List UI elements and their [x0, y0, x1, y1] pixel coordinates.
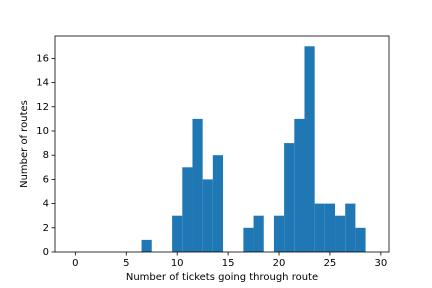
bar: [202, 179, 213, 252]
y-tick-label: 4: [43, 199, 49, 210]
y-tick-label: 8: [43, 150, 49, 161]
bar: [304, 46, 315, 253]
x-tick-label: 25: [324, 258, 337, 269]
y-tick-label: 10: [36, 126, 49, 137]
bar: [284, 143, 295, 252]
bar: [253, 215, 264, 252]
bar: [355, 227, 366, 252]
x-tick-label: 5: [123, 258, 129, 269]
bar: [182, 167, 193, 252]
bar: [243, 227, 254, 252]
bar: [345, 203, 356, 252]
y-tick-label: 14: [36, 78, 49, 89]
x-axis-label: Number of tickets going through route: [126, 272, 318, 283]
bar: [172, 215, 183, 252]
y-tick-label: 16: [36, 53, 49, 64]
plot-frame: [54, 35, 390, 253]
y-tick-label: 12: [36, 102, 49, 113]
x-tick-label: 30: [374, 258, 387, 269]
bar: [141, 239, 152, 252]
x-tick-label: 10: [171, 258, 184, 269]
x-tick-label: 15: [222, 258, 235, 269]
bar: [294, 118, 305, 253]
bar: [212, 155, 224, 252]
y-axis-label: Number of routes: [19, 100, 30, 188]
bar: [324, 203, 336, 252]
y-tick-label: 6: [43, 174, 49, 185]
y-tick-label: 2: [43, 223, 49, 234]
x-tick-label: 20: [273, 258, 286, 269]
x-tick-label: 0: [72, 258, 78, 269]
bar: [273, 215, 285, 252]
y-tick-label: 0: [43, 247, 49, 258]
bar: [335, 215, 346, 252]
bar: [192, 118, 203, 253]
bar: [314, 203, 325, 252]
